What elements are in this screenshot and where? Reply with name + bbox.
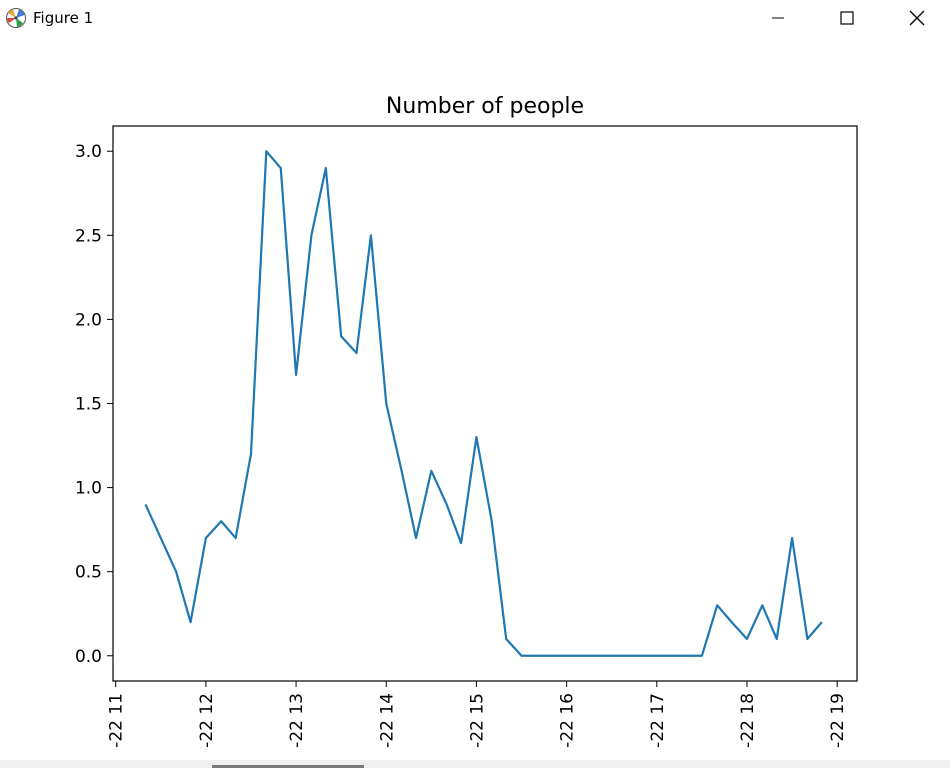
x-tick-label: -22 18 bbox=[738, 693, 758, 748]
maximize-icon bbox=[840, 11, 854, 25]
y-tick-label: 0.0 bbox=[75, 647, 102, 667]
y-tick-label: 3.0 bbox=[75, 142, 102, 162]
minimize-icon bbox=[771, 11, 785, 25]
chart-title: Number of people bbox=[386, 94, 584, 119]
y-tick-label: 2.0 bbox=[75, 310, 102, 330]
x-tick-label: -22 19 bbox=[828, 693, 848, 748]
window-title: Figure 1 bbox=[33, 9, 94, 27]
maximize-button[interactable] bbox=[824, 0, 870, 36]
x-tick-label: -22 15 bbox=[467, 693, 487, 748]
close-icon bbox=[909, 10, 925, 26]
chart: Number of people 0.0 0.5 1.0 1.5 2.0 2.5 3.0 -2… bbox=[75, 94, 858, 748]
y-tick-label: 1.5 bbox=[75, 395, 102, 415]
x-tick-label: -22 14 bbox=[377, 693, 397, 748]
window-titlebar: Figure 1 bbox=[0, 0, 950, 36]
x-tick-label: -22 16 bbox=[558, 693, 578, 748]
close-button[interactable] bbox=[894, 0, 940, 36]
axes-frame bbox=[112, 125, 858, 682]
y-tick-label: 0.5 bbox=[75, 563, 102, 583]
horizontal-scrollbar[interactable] bbox=[0, 760, 950, 768]
x-tick-label: -22 12 bbox=[197, 693, 217, 748]
y-tick-label: 1.0 bbox=[75, 479, 102, 499]
series-line bbox=[144, 150, 823, 657]
matplotlib-icon bbox=[5, 7, 27, 29]
scrollbar-thumb[interactable] bbox=[212, 765, 364, 768]
x-tick-label: -22 13 bbox=[287, 693, 307, 748]
x-tick-label: -22 11 bbox=[107, 693, 127, 748]
minimize-button[interactable] bbox=[755, 0, 801, 36]
y-tick-label: 2.5 bbox=[75, 226, 102, 246]
x-tick-label: -22 17 bbox=[648, 693, 668, 748]
